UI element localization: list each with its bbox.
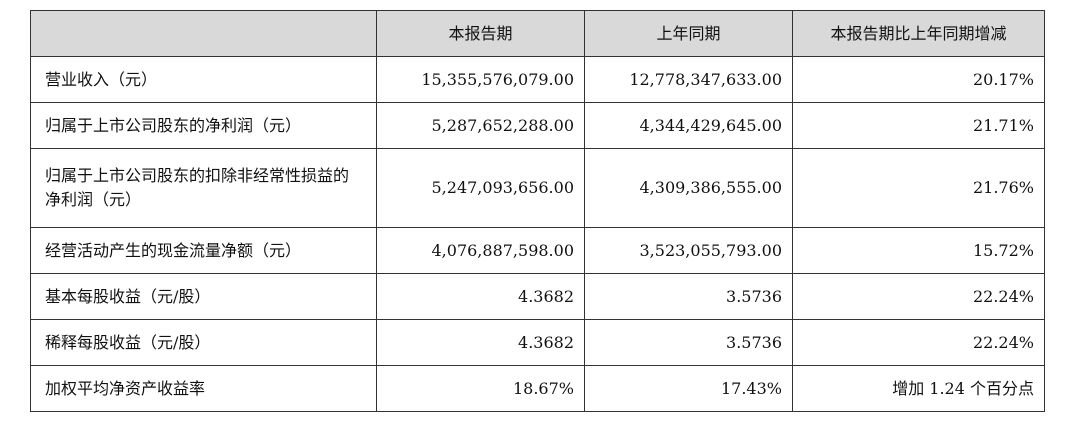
prior-period-value: 4,344,429,645.00 bbox=[584, 102, 793, 149]
row-label: 加权平均净资产收益率 bbox=[30, 365, 377, 412]
prior-period-value: 4,309,386,555.00 bbox=[584, 148, 793, 228]
row-label: 归属于上市公司股东的净利润（元） bbox=[30, 102, 377, 149]
change-value: 22.24% bbox=[792, 319, 1045, 366]
change-value: 20.17% bbox=[792, 56, 1045, 103]
table-row: 归属于上市公司股东的净利润（元） 5,287,652,288.00 4,344,… bbox=[30, 102, 1045, 149]
financial-summary-table: 本报告期 上年同期 本报告期比上年同期增减 营业收入（元） 15,355,576… bbox=[30, 10, 1045, 412]
table-row: 经营活动产生的现金流量净额（元） 4,076,887,598.00 3,523,… bbox=[30, 227, 1045, 274]
header-item bbox=[30, 10, 377, 57]
table-row: 营业收入（元） 15,355,576,079.00 12,778,347,633… bbox=[30, 56, 1045, 103]
table-row: 加权平均净资产收益率 18.67% 17.43% 增加 1.24 个百分点 bbox=[30, 365, 1045, 412]
prior-period-value: 17.43% bbox=[584, 365, 793, 412]
header-current-period: 本报告期 bbox=[376, 10, 585, 57]
current-period-value: 5,287,652,288.00 bbox=[376, 102, 585, 149]
current-period-value: 4,076,887,598.00 bbox=[376, 227, 585, 274]
row-label: 稀释每股收益（元/股） bbox=[30, 319, 377, 366]
row-label: 经营活动产生的现金流量净额（元） bbox=[30, 227, 377, 274]
row-label: 归属于上市公司股东的扣除非经常性损益的净利润（元） bbox=[30, 148, 377, 228]
table-row: 稀释每股收益（元/股） 4.3682 3.5736 22.24% bbox=[30, 319, 1045, 366]
change-value: 15.72% bbox=[792, 227, 1045, 274]
header-row: 本报告期 上年同期 本报告期比上年同期增减 bbox=[30, 10, 1045, 57]
current-period-value: 18.67% bbox=[376, 365, 585, 412]
change-value: 21.71% bbox=[792, 102, 1045, 149]
table-row: 基本每股收益（元/股） 4.3682 3.5736 22.24% bbox=[30, 273, 1045, 320]
current-period-value: 4.3682 bbox=[376, 273, 585, 320]
header-prior-period: 上年同期 bbox=[584, 10, 793, 57]
change-value: 22.24% bbox=[792, 273, 1045, 320]
change-value: 增加 1.24 个百分点 bbox=[792, 365, 1045, 412]
header-change: 本报告期比上年同期增减 bbox=[792, 10, 1045, 57]
row-label: 基本每股收益（元/股） bbox=[30, 273, 377, 320]
table-row: 归属于上市公司股东的扣除非经常性损益的净利润（元） 5,247,093,656.… bbox=[30, 148, 1045, 228]
row-label: 营业收入（元） bbox=[30, 56, 377, 103]
current-period-value: 5,247,093,656.00 bbox=[376, 148, 585, 228]
prior-period-value: 3.5736 bbox=[584, 319, 793, 366]
prior-period-value: 12,778,347,633.00 bbox=[584, 56, 793, 103]
current-period-value: 4.3682 bbox=[376, 319, 585, 366]
financial-summary-table-container: 本报告期 上年同期 本报告期比上年同期增减 营业收入（元） 15,355,576… bbox=[30, 10, 1045, 412]
prior-period-value: 3,523,055,793.00 bbox=[584, 227, 793, 274]
current-period-value: 15,355,576,079.00 bbox=[376, 56, 585, 103]
change-value: 21.76% bbox=[792, 148, 1045, 228]
prior-period-value: 3.5736 bbox=[584, 273, 793, 320]
